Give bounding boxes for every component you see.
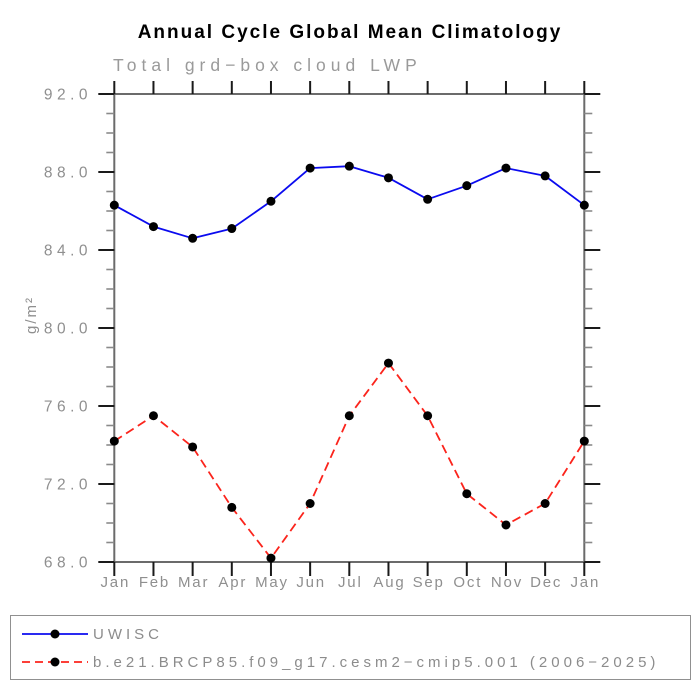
y-axis-ticks [98,93,601,563]
series-line-1 [113,362,586,559]
x-tick-label: Jun [296,574,326,591]
y-axis-title: g/m² [23,296,40,334]
legend-entry-uwisc: UWISC [18,625,163,643]
x-tick-label: May [255,574,289,591]
x-tick-label: Dec [530,574,562,591]
chart-title: Annual Cycle Global Mean Climatology [137,22,563,43]
y-tick-label: 72.0 [44,477,92,494]
legend-line-sample-uwisc [22,629,88,639]
series-line-0 [113,165,585,240]
x-tick-label: Oct [453,574,482,591]
x-tick-label: Apr [218,574,247,591]
x-tick-label: Jan [101,574,131,591]
legend-line-sample-cesm2 [22,657,88,667]
y-tick-label: 92.0 [44,87,92,104]
x-tick-label: Jan [571,574,601,591]
y-tick-label: 76.0 [44,399,92,416]
x-tick-label: Sep [413,574,445,591]
chart-canvas: 92.0 88.0 84.0 80.0 76.0 72.0 68.0 Jan Feb Mar Apr… [23,81,601,591]
series-markers-1 [109,358,589,563]
x-axis-ticks [113,81,586,576]
x-tick-label: Aug [373,574,405,591]
y-tick-label: 80.0 [44,321,92,338]
x-tick-label: Mar [178,574,209,591]
y-tick-label: 84.0 [44,243,92,260]
x-axis-labels: Jan Feb Mar Apr May Jun Jul Aug Sep Oct Nov Dec Jan [101,574,601,591]
y-tick-label: 88.0 [44,165,92,182]
legend-label-cesm2: b.e21.BRCP85.f09_g17.cesm2−cmip5.001 (20… [93,653,660,671]
legend-label-uwisc: UWISC [93,625,163,643]
legend-box: UWISC b.e21.BRCP85.f09_g17.cesm2−cmip5.0… [10,615,691,680]
series-markers-0 [109,161,589,243]
y-tick-label: 68.0 [44,555,92,572]
legend-entry-cesm2: b.e21.BRCP85.f09_g17.cesm2−cmip5.001 (20… [18,653,659,671]
chart-subtitle: Total grd−box cloud LWP [113,55,422,75]
y-axis-title-text: g/m² [23,296,40,334]
x-tick-label: Jul [338,574,363,591]
x-tick-label: Feb [139,574,170,591]
x-tick-label: Nov [491,574,523,591]
y-axis-labels: 92.0 88.0 84.0 80.0 76.0 72.0 68.0 [44,87,92,572]
